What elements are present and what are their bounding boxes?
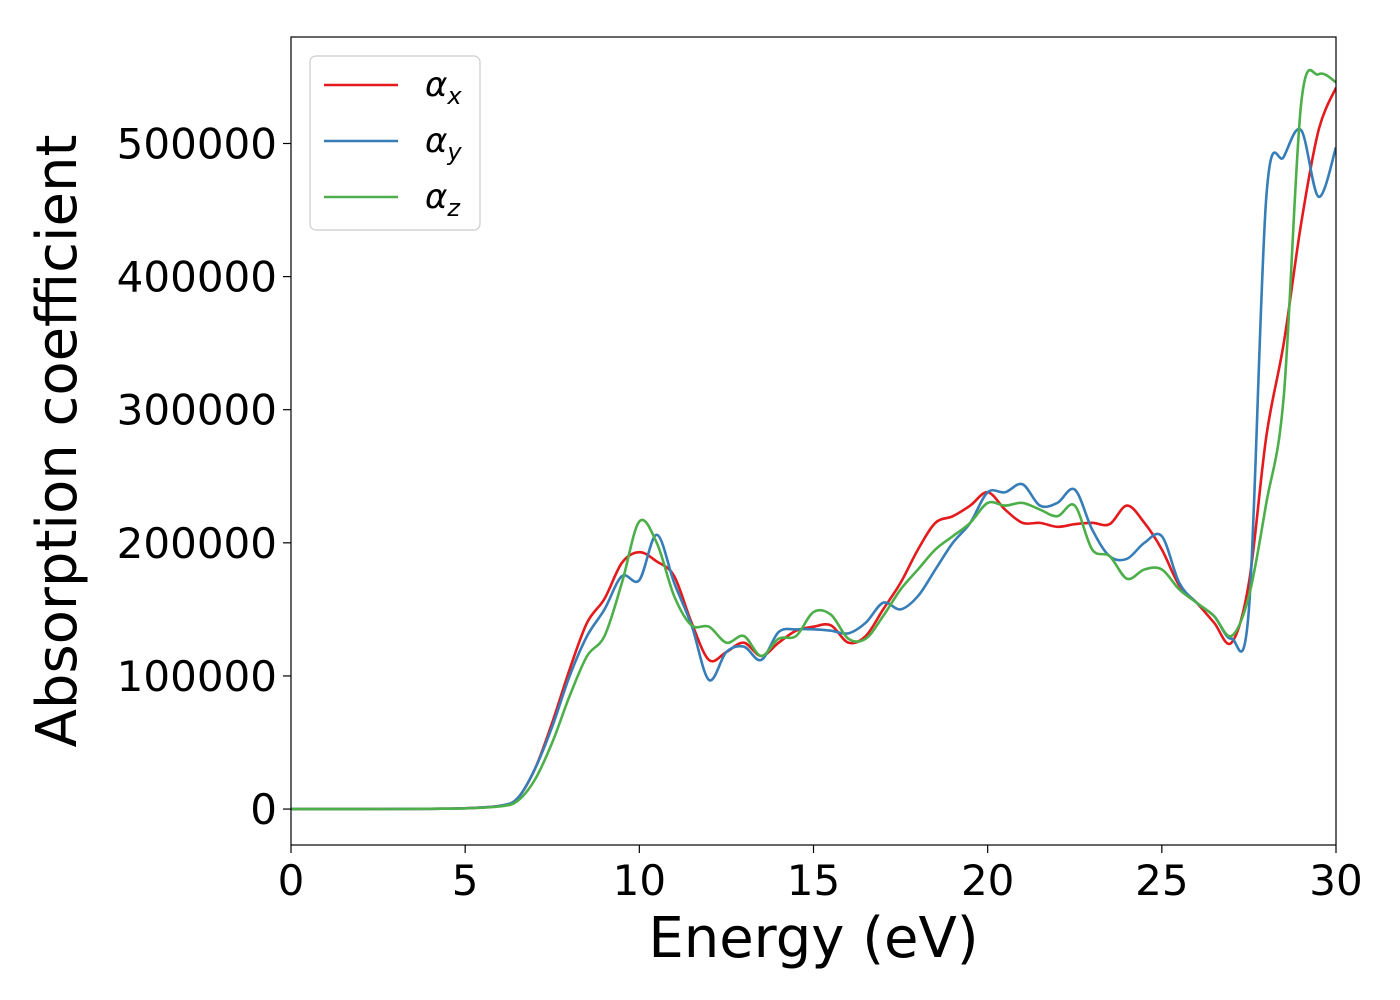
x-tick-label: 15 xyxy=(787,856,840,905)
y-tick-label: 500000 xyxy=(117,119,277,168)
y-axis-label: Absorption coefficient xyxy=(25,135,90,748)
y-tick-label: 200000 xyxy=(117,519,277,568)
series-layer xyxy=(291,68,1336,811)
legend-label-y: αy xyxy=(425,121,462,166)
legend-symbol: α xyxy=(425,65,447,105)
legend-subscript: z xyxy=(446,194,461,222)
y-tick-label: 300000 xyxy=(117,386,277,435)
series-line-y xyxy=(291,127,1336,811)
series-line-x xyxy=(291,87,1336,811)
x-tick-label: 10 xyxy=(613,856,666,905)
series-line-z xyxy=(291,68,1336,811)
x-tick-label: 30 xyxy=(1309,856,1362,905)
x-tick-label: 5 xyxy=(452,856,479,905)
y-tick-label: 100000 xyxy=(117,652,277,701)
legend-label-x: αx xyxy=(425,65,462,110)
x-axis-ticks: 0 5 10 15 20 25 30 xyxy=(278,845,1363,905)
x-axis-label: Energy (eV) xyxy=(648,906,978,971)
legend-label-z: αz xyxy=(425,177,461,222)
x-tick-label: 25 xyxy=(1135,856,1188,905)
x-tick-label: 0 xyxy=(278,856,305,905)
y-axis-ticks: 0 100000 200000 300000 400000 500000 xyxy=(117,119,291,834)
legend-symbol: α xyxy=(425,177,447,217)
legend-subscript: x xyxy=(446,82,462,110)
legend-subscript: y xyxy=(446,138,462,166)
x-tick-label: 20 xyxy=(961,856,1014,905)
y-tick-label: 400000 xyxy=(117,253,277,302)
y-tick-label: 0 xyxy=(250,785,277,834)
legend-box xyxy=(309,55,481,231)
legend-symbol: α xyxy=(425,121,447,161)
